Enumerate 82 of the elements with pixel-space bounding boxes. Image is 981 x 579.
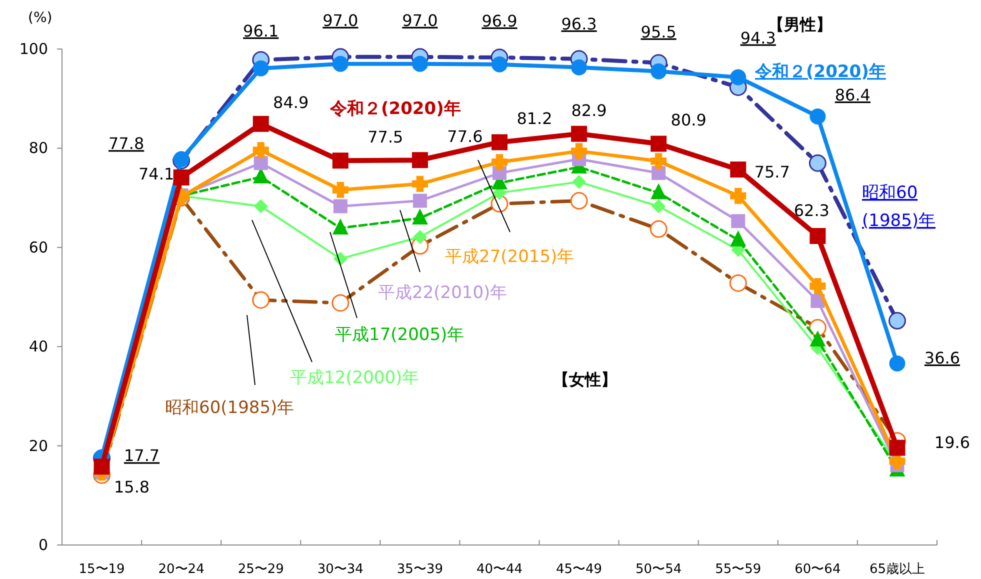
annotation: 【女性】	[553, 370, 617, 389]
y-axis-title: (%)	[28, 10, 52, 26]
y-tick-label: 0	[38, 536, 48, 554]
point	[889, 440, 906, 456]
point	[412, 56, 428, 72]
point	[652, 199, 666, 214]
data-label: 94.3	[740, 28, 776, 48]
point	[730, 188, 746, 204]
y-tick-label: 60	[28, 238, 48, 256]
x-tick-label: 30〜34	[317, 562, 364, 577]
point	[810, 108, 826, 124]
data-label: 81.2	[516, 109, 552, 128]
point	[808, 154, 826, 172]
point	[252, 116, 269, 132]
data-label: 75.7	[754, 162, 790, 182]
point	[730, 162, 746, 178]
point	[332, 182, 348, 198]
point	[492, 154, 508, 170]
data-label: 74.1	[138, 164, 174, 184]
data-label: 77.8	[108, 134, 144, 154]
point	[173, 169, 190, 186]
data-label: 84.9	[273, 92, 309, 112]
point	[571, 126, 588, 142]
point	[412, 230, 427, 244]
data-label: 96.1	[243, 21, 279, 40]
point	[94, 458, 110, 475]
x-tick-label: 65歳以上	[869, 562, 925, 577]
data-label: 86.4	[834, 85, 870, 104]
x-tick-label: 50〜54	[636, 562, 682, 577]
point	[889, 355, 906, 372]
point	[412, 152, 428, 168]
data-label: 95.5	[640, 22, 676, 42]
x-tick-label: 55〜59	[715, 562, 762, 577]
x-tick-label: 35〜39	[396, 562, 443, 577]
data-label: 36.6	[924, 348, 960, 368]
data-label: 96.3	[561, 14, 597, 34]
data-label: 97.0	[322, 10, 358, 30]
point	[492, 56, 508, 72]
point	[650, 153, 667, 170]
point	[730, 69, 746, 86]
data-label: 96.9	[482, 11, 518, 30]
point	[254, 199, 268, 214]
x-tick-label: 20〜24	[158, 562, 204, 577]
data-label: 77.5	[368, 128, 404, 147]
data-label: 77.6	[447, 127, 483, 146]
data-label: 82.9	[571, 100, 607, 120]
point	[810, 228, 826, 244]
data-label: 80.9	[670, 110, 706, 130]
point	[492, 134, 508, 150]
text: 平成22(2010)年	[378, 283, 508, 303]
point	[572, 174, 586, 189]
point	[571, 143, 588, 160]
point	[254, 156, 268, 170]
data-label: 19.6	[934, 432, 970, 452]
point	[571, 59, 588, 76]
point	[650, 63, 667, 80]
data-label: 17.7	[124, 446, 160, 466]
x-tick-label: 60〜64	[794, 562, 841, 577]
x-tick-label: 15〜19	[78, 562, 125, 577]
point	[332, 56, 348, 72]
point	[731, 214, 746, 228]
point	[252, 142, 269, 158]
y-tick-label: 80	[28, 139, 48, 158]
point	[650, 136, 667, 152]
data-label: 62.3	[794, 200, 830, 220]
data-label: 15.8	[114, 478, 150, 497]
y-tick-label: 100	[19, 40, 48, 58]
point	[810, 278, 826, 294]
point	[888, 312, 906, 330]
point	[810, 330, 826, 347]
point	[412, 176, 428, 192]
y-tick-label: 40	[28, 338, 48, 356]
point	[332, 152, 348, 169]
y-tick-label: 20	[28, 436, 48, 455]
point	[412, 208, 428, 225]
x-tick-label: 40〜44	[476, 562, 523, 577]
x-tick-label: 45〜49	[556, 562, 602, 577]
point	[412, 194, 427, 208]
data-label: 97.0	[402, 10, 438, 30]
point	[333, 199, 348, 214]
point	[252, 60, 269, 76]
x-tick-label: 25〜29	[238, 562, 284, 577]
